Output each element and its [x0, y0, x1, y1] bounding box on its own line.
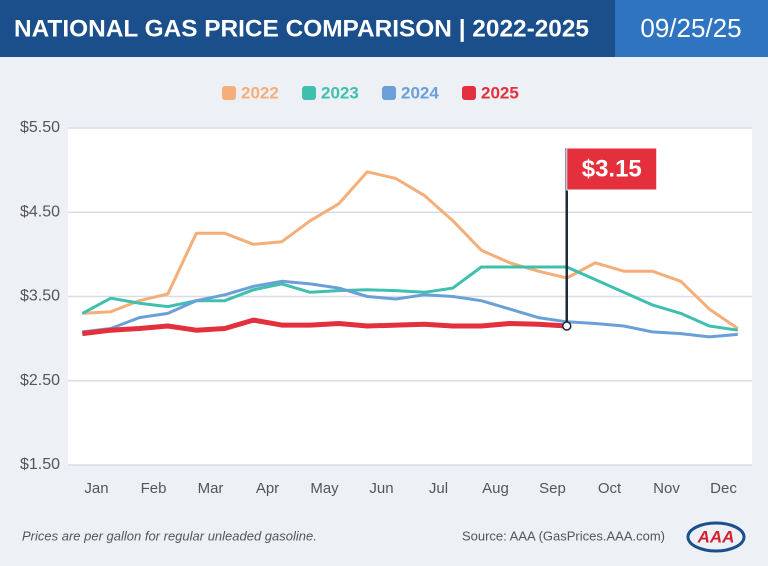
x-tick-label: Dec [710, 480, 737, 497]
legend-label: 2024 [401, 83, 439, 102]
legend-swatch [382, 86, 396, 100]
x-tick-label: Apr [256, 480, 279, 497]
end-point [562, 321, 572, 331]
legend-swatch [222, 86, 236, 100]
series-line [82, 317, 567, 337]
footnote: Prices are per gallon for regular unlead… [22, 528, 317, 543]
x-tick-label: Oct [598, 480, 622, 497]
chart-title: NATIONAL GAS PRICE COMPARISON | 2022-202… [14, 15, 589, 42]
logo-ring [686, 521, 746, 553]
x-tick-label: Jul [429, 480, 448, 497]
legend-swatch [462, 86, 476, 100]
y-tick-label: $2.50 [20, 372, 60, 389]
legend-label: 2025 [481, 83, 519, 102]
series-line [82, 279, 738, 339]
logo-text: AAA [697, 527, 735, 546]
x-tick-label: Feb [141, 480, 167, 497]
series-line [82, 170, 739, 330]
value-label: $3.15 [582, 155, 642, 182]
x-tick-label: Aug [482, 480, 509, 497]
logo: AAA [686, 521, 746, 553]
date: 09/25/25 [640, 13, 741, 43]
legend-label: 2022 [241, 83, 279, 102]
y-tick-label: $3.50 [20, 288, 60, 305]
date-box [615, 0, 768, 57]
legend: 2022 2023 2024 2025 [222, 83, 519, 102]
x-tick-label: May [310, 480, 339, 497]
legend-label: 2023 [321, 83, 359, 102]
x-tick-label: Nov [653, 480, 680, 497]
header-bar [0, 0, 615, 57]
flag [566, 147, 658, 191]
legend-swatch [302, 86, 316, 100]
x-tick-label: Sep [539, 480, 566, 497]
source: Source: AAA (GasPrices.AAA.com) [462, 528, 665, 543]
y-tick-label: $1.50 [20, 456, 60, 473]
x-tick-label: Jun [369, 480, 393, 497]
y-tick-label: $5.50 [20, 119, 60, 136]
y-tick-label: $4.50 [20, 203, 60, 220]
x-tick-label: Mar [198, 480, 224, 497]
x-tick-label: Jan [84, 480, 108, 497]
